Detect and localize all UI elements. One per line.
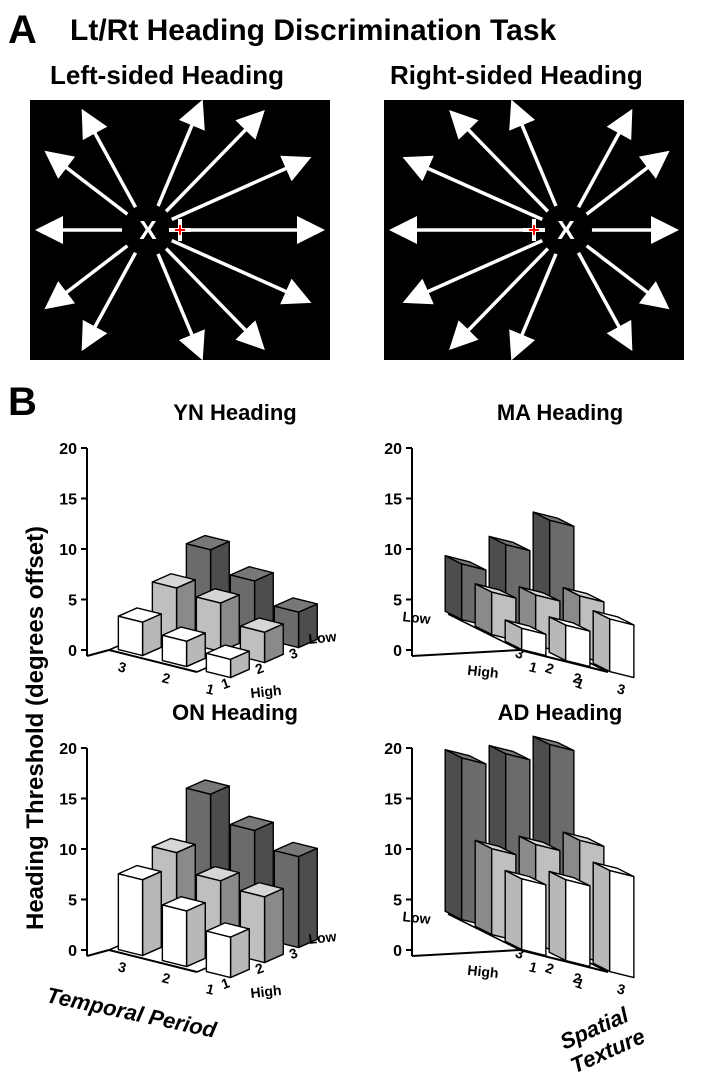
svg-text:15: 15 (384, 492, 402, 509)
svg-text:High: High (250, 982, 283, 1001)
svg-text:Low: Low (308, 628, 338, 647)
panel-a-title: Lt/Rt Heading Discrimination Task (70, 14, 556, 48)
svg-text:2: 2 (543, 959, 556, 977)
svg-text:0: 0 (68, 643, 77, 660)
chart-ad: 05101520123123HighLow (370, 720, 700, 1020)
svg-text:1: 1 (205, 980, 217, 997)
svg-text:2: 2 (161, 669, 173, 686)
svg-text:15: 15 (384, 792, 402, 809)
svg-text:3: 3 (117, 958, 129, 975)
figure-root: A Lt/Rt Heading Discrimination Task Left… (0, 0, 714, 1050)
svg-text:5: 5 (393, 593, 402, 610)
svg-text:3: 3 (616, 680, 628, 697)
chart-on: 05101520123123HighLow (45, 720, 375, 1020)
svg-text:10: 10 (59, 842, 77, 859)
svg-text:2: 2 (161, 969, 173, 986)
svg-text:1: 1 (205, 680, 217, 697)
svg-text:Low: Low (402, 908, 432, 927)
svg-text:1: 1 (528, 958, 540, 975)
svg-text:5: 5 (68, 593, 77, 610)
svg-text:10: 10 (59, 542, 77, 559)
svg-text:0: 0 (393, 943, 402, 960)
svg-text:1: 1 (528, 658, 540, 675)
svg-text:0: 0 (393, 643, 402, 660)
svg-text:15: 15 (59, 792, 77, 809)
chart-yn: 05101520123123HighLow (45, 420, 375, 720)
svg-text:High: High (467, 962, 500, 981)
svg-text:15: 15 (59, 492, 77, 509)
svg-text:20: 20 (59, 441, 77, 458)
svg-text:20: 20 (59, 741, 77, 758)
svg-text:3: 3 (616, 980, 628, 997)
svg-text:High: High (250, 682, 283, 701)
svg-text:20: 20 (384, 741, 402, 758)
svg-text:High: High (467, 662, 500, 681)
panel-a-right-subtitle: Right-sided Heading (390, 60, 643, 91)
svg-text:10: 10 (384, 542, 402, 559)
svg-text:5: 5 (393, 893, 402, 910)
panel-b-letter: B (8, 380, 37, 425)
svg-text:X: X (557, 215, 575, 245)
panel-a-letter: A (8, 8, 37, 53)
svg-text:Low: Low (308, 928, 338, 947)
panel-a-left-subtitle: Left-sided Heading (50, 60, 284, 91)
svg-text:20: 20 (384, 441, 402, 458)
svg-text:X: X (139, 215, 157, 245)
chart-ma: 05101520123123HighLow (370, 420, 700, 720)
svg-text:Low: Low (402, 608, 432, 627)
opticflow-right: X (384, 100, 684, 360)
svg-text:2: 2 (543, 659, 556, 677)
svg-text:10: 10 (384, 842, 402, 859)
opticflow-left: X (30, 100, 330, 360)
svg-text:3: 3 (117, 658, 129, 675)
svg-text:5: 5 (68, 893, 77, 910)
svg-text:0: 0 (68, 943, 77, 960)
